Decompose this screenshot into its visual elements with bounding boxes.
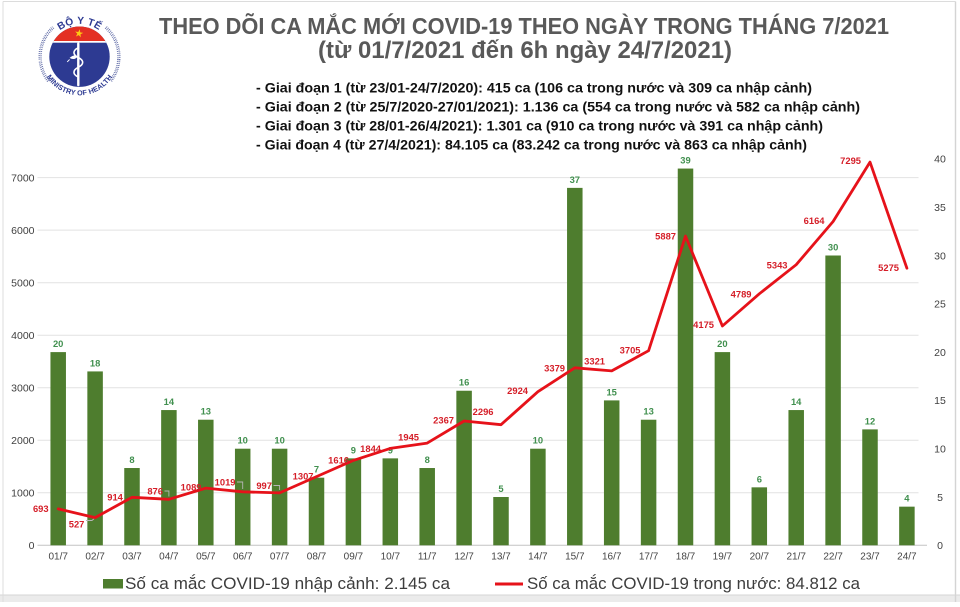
svg-text:THEO DÕI CA MẮC MỚI COVID-19 T: THEO DÕI CA MẮC MỚI COVID-19 THEO NGÀY T… (159, 12, 889, 39)
svg-text:5887: 5887 (655, 231, 676, 242)
svg-text:1019: 1019 (215, 477, 236, 488)
svg-text:(từ 01/7/2021 đến 6h ngày 24/7: (từ 01/7/2021 đến 6h ngày 24/7/2021) (318, 37, 732, 64)
svg-text:1844: 1844 (360, 443, 382, 454)
svg-text:- Giai đoạn 4 (từ 27/4/2021):: - Giai đoạn 4 (từ 27/4/2021): 84.105 ca … (256, 137, 807, 153)
svg-text:3321: 3321 (584, 356, 605, 367)
svg-text:- Giai đoạn 3 (từ 28/01-26/4/2: - Giai đoạn 3 (từ 28/01-26/4/2021): 1.30… (256, 118, 823, 134)
svg-text:1307: 1307 (293, 471, 314, 482)
svg-text:14: 14 (791, 396, 802, 407)
svg-text:Số ca mắc COVID-19 trong nước:: Số ca mắc COVID-19 trong nước: 84.812 ca (527, 574, 861, 593)
svg-text:4175: 4175 (693, 319, 714, 330)
svg-text:06/7: 06/7 (233, 552, 253, 563)
svg-text:35: 35 (934, 202, 946, 214)
svg-text:21/7: 21/7 (786, 552, 806, 563)
svg-text:3379: 3379 (544, 363, 565, 374)
svg-text:527: 527 (69, 518, 85, 529)
svg-text:4789: 4789 (731, 289, 752, 300)
svg-text:5275: 5275 (878, 262, 899, 273)
svg-text:3705: 3705 (620, 345, 641, 356)
svg-text:15: 15 (606, 386, 616, 397)
svg-text:30: 30 (828, 242, 838, 253)
svg-text:14: 14 (164, 396, 175, 407)
svg-text:15/7: 15/7 (565, 552, 585, 563)
svg-text:11/7: 11/7 (418, 552, 437, 563)
svg-text:693: 693 (33, 503, 49, 514)
svg-text:16: 16 (459, 377, 469, 388)
svg-text:20/7: 20/7 (750, 552, 770, 563)
svg-text:- Giai đoạn 2 (từ 25/7/2020-27: - Giai đoạn 2 (từ 25/7/2020-27/01/2021):… (256, 99, 860, 115)
svg-text:8: 8 (129, 454, 134, 465)
svg-text:9: 9 (388, 444, 393, 455)
svg-text:23/7: 23/7 (860, 552, 880, 563)
svg-text:2367: 2367 (433, 415, 454, 426)
svg-text:- Giai đoạn 1 (từ 23/01-24/7/2: - Giai đoạn 1 (từ 23/01-24/7/2020): 415 … (256, 80, 812, 96)
svg-text:20: 20 (717, 338, 727, 349)
svg-text:5: 5 (498, 483, 503, 494)
svg-text:997: 997 (256, 480, 272, 491)
svg-text:12: 12 (865, 415, 875, 426)
svg-text:17/7: 17/7 (639, 552, 659, 563)
svg-text:08/7: 08/7 (307, 552, 327, 563)
svg-text:39: 39 (680, 155, 690, 166)
svg-text:5000: 5000 (11, 278, 35, 290)
svg-text:18/7: 18/7 (676, 552, 696, 563)
svg-text:2000: 2000 (11, 435, 35, 447)
svg-text:7: 7 (314, 464, 319, 475)
svg-text:7000: 7000 (11, 172, 35, 184)
svg-text:5343: 5343 (767, 260, 788, 271)
svg-text:10: 10 (533, 435, 543, 446)
svg-text:20: 20 (53, 338, 63, 349)
svg-text:10: 10 (237, 435, 247, 446)
svg-text:13: 13 (643, 406, 653, 417)
svg-text:1089: 1089 (181, 482, 202, 493)
svg-text:3000: 3000 (11, 383, 35, 395)
svg-text:09/7: 09/7 (344, 552, 364, 563)
svg-text:4000: 4000 (11, 330, 35, 342)
svg-text:2296: 2296 (473, 406, 494, 417)
svg-text:07/7: 07/7 (270, 552, 290, 563)
svg-text:Số ca mắc COVID-19 nhập cảnh:: Số ca mắc COVID-19 nhập cảnh: 2.145 ca (125, 574, 451, 593)
svg-text:13: 13 (201, 406, 211, 417)
svg-text:25: 25 (934, 299, 946, 311)
svg-text:13/7: 13/7 (491, 552, 511, 563)
svg-text:6: 6 (757, 473, 762, 484)
svg-text:03/7: 03/7 (122, 552, 142, 563)
svg-text:6164: 6164 (804, 215, 826, 226)
svg-text:04/7: 04/7 (159, 552, 179, 563)
svg-text:1945: 1945 (398, 432, 419, 443)
svg-text:914: 914 (107, 491, 123, 502)
svg-text:24/7: 24/7 (897, 552, 917, 563)
svg-text:19/7: 19/7 (713, 552, 733, 563)
svg-text:0: 0 (937, 540, 943, 552)
svg-text:876: 876 (147, 486, 163, 497)
svg-text:37: 37 (570, 174, 580, 185)
svg-text:1000: 1000 (11, 488, 35, 500)
svg-text:5: 5 (937, 492, 943, 504)
svg-text:8: 8 (425, 454, 430, 465)
svg-text:10: 10 (274, 435, 284, 446)
svg-text:BỘ Y TẾ: BỘ Y TẾ (56, 14, 104, 32)
svg-text:4: 4 (904, 493, 910, 504)
svg-text:16/7: 16/7 (602, 552, 622, 563)
svg-text:18: 18 (90, 357, 100, 368)
svg-text:10: 10 (934, 444, 946, 456)
svg-text:7295: 7295 (840, 155, 861, 166)
svg-text:22/7: 22/7 (823, 552, 843, 563)
svg-text:15: 15 (934, 395, 946, 407)
svg-text:1616: 1616 (328, 455, 349, 466)
svg-text:10/7: 10/7 (381, 552, 401, 563)
svg-text:0: 0 (29, 540, 35, 552)
svg-text:20: 20 (934, 347, 946, 359)
svg-text:14/7: 14/7 (528, 552, 548, 563)
svg-text:9: 9 (351, 444, 356, 455)
svg-text:2924: 2924 (507, 385, 529, 396)
svg-text:01/7: 01/7 (48, 552, 68, 563)
svg-text:30: 30 (934, 250, 946, 262)
svg-text:6000: 6000 (11, 225, 35, 237)
svg-text:12/7: 12/7 (454, 552, 474, 563)
svg-text:02/7: 02/7 (85, 552, 105, 563)
svg-text:05/7: 05/7 (196, 552, 216, 563)
svg-text:40: 40 (934, 154, 946, 166)
